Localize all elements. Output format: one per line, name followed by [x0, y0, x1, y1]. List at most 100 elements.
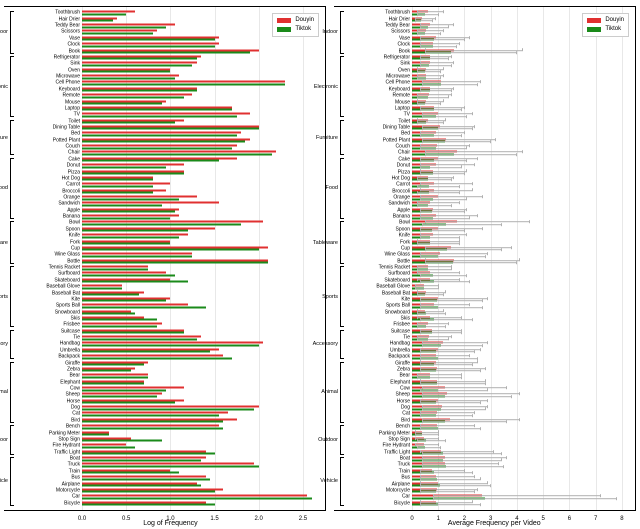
- errorbar: [420, 275, 467, 276]
- category-bracket: [10, 56, 11, 117]
- errorbar: [420, 183, 472, 184]
- x-tick: 5: [542, 516, 545, 522]
- bar-tiktok: [82, 230, 188, 232]
- x-tick: 7: [594, 516, 597, 522]
- bar-tiktok: [82, 179, 153, 181]
- bar-row: [412, 75, 635, 80]
- errorbar: [422, 116, 467, 117]
- item-label: Fire Hydrant: [52, 444, 80, 449]
- bar-row: [412, 399, 635, 404]
- errorbar: [417, 14, 438, 15]
- item-label: Donut: [67, 164, 80, 169]
- bar-row: [412, 125, 635, 130]
- bar-row: [82, 87, 325, 92]
- item-label: Dog: [71, 406, 80, 411]
- plot-right: ToothbrushHair DrierTeddy BearScissorsVa…: [334, 6, 636, 511]
- errorbar: [420, 107, 465, 108]
- item-label: Suitcase: [391, 329, 410, 334]
- category-bracket: [340, 457, 341, 506]
- errorbar: [420, 400, 488, 401]
- category-bracket: [10, 11, 11, 53]
- bar-row: [412, 94, 635, 99]
- errorbar: [420, 428, 480, 429]
- item-label: Backpack: [388, 355, 410, 360]
- item-label: Teddy Bear: [385, 24, 410, 29]
- errorbar: [420, 63, 454, 64]
- bar-row: [412, 176, 635, 181]
- item-label: Potted Plant: [383, 138, 410, 143]
- item-label: Baseball Glove: [46, 285, 80, 290]
- item-label: Spoon: [66, 227, 80, 232]
- item-label: Carrot: [66, 183, 80, 188]
- errorbar: [425, 50, 522, 51]
- bar-row: [412, 482, 635, 487]
- item-label: Frisbee: [393, 323, 410, 328]
- item-label: Tie: [73, 336, 80, 341]
- errorbar: [433, 495, 601, 496]
- bar-row: [82, 431, 325, 436]
- bar-tiktok: [82, 243, 170, 245]
- bar-row: [412, 87, 635, 92]
- item-label: Motorcycle: [56, 488, 80, 493]
- bar-row: [82, 75, 325, 80]
- bar-row: [412, 348, 635, 353]
- bar-row: [82, 170, 325, 175]
- category-bracket: [340, 266, 341, 327]
- item-label: Laptop: [65, 106, 80, 111]
- item-label: Book: [69, 49, 80, 54]
- bar-row: [82, 208, 325, 213]
- bar-row: [412, 157, 635, 162]
- errorbar: [420, 37, 470, 38]
- item-label: Baseball Bat: [52, 291, 80, 296]
- item-label: Broccoli: [62, 189, 80, 194]
- errorbar: [433, 498, 617, 499]
- item-label: TV: [404, 113, 410, 118]
- bar-row: [412, 393, 635, 398]
- errorbar: [420, 390, 488, 391]
- bar-row: [412, 501, 635, 506]
- category-label: Animal: [0, 389, 8, 395]
- item-label: Bowl: [69, 221, 80, 226]
- errorbar: [417, 279, 459, 280]
- x-tick: 0.5: [122, 516, 130, 522]
- item-label: Stop Sign: [388, 437, 410, 442]
- bar-row: [412, 151, 635, 156]
- bar-row: [412, 138, 635, 143]
- bar-row: [82, 100, 325, 105]
- bar-row: [412, 495, 635, 500]
- bar-tiktok: [82, 122, 175, 124]
- errorbar: [417, 326, 446, 327]
- item-label: Bird: [401, 418, 410, 423]
- item-label: Bed: [401, 132, 410, 137]
- bar-tiktok: [82, 344, 259, 346]
- item-label: Book: [399, 49, 410, 54]
- errorbar: [420, 504, 480, 505]
- bar-row: [412, 189, 635, 194]
- item-label: Cat: [402, 412, 410, 417]
- errorbar: [420, 90, 451, 91]
- bar-row: [82, 355, 325, 360]
- legend-tiktok: Tiktok: [605, 25, 621, 34]
- bar-tiktok: [82, 338, 197, 340]
- item-label: Mouse: [65, 100, 80, 105]
- item-label: Zebra: [397, 367, 410, 372]
- item-label: Cup: [401, 246, 410, 251]
- errorbar: [420, 256, 486, 257]
- errorbar: [417, 33, 441, 34]
- bar-row: [82, 151, 325, 156]
- item-label: Cow: [400, 387, 410, 392]
- item-label: Mouse: [395, 100, 410, 105]
- errorbar: [420, 332, 462, 333]
- item-label: Bowl: [399, 221, 410, 226]
- item-label: Sink: [70, 62, 80, 67]
- errorbar: [425, 152, 522, 153]
- errorbar: [420, 383, 486, 384]
- category-label: Accessory: [0, 341, 8, 347]
- bar-tiktok: [82, 134, 237, 136]
- item-label: Spoon: [396, 227, 410, 232]
- item-label: Dining Table: [383, 125, 410, 130]
- item-label: Traffic Light: [384, 450, 410, 455]
- item-label: Wine Glass: [54, 253, 80, 258]
- bar-row: [82, 196, 325, 201]
- errorbar: [417, 122, 443, 123]
